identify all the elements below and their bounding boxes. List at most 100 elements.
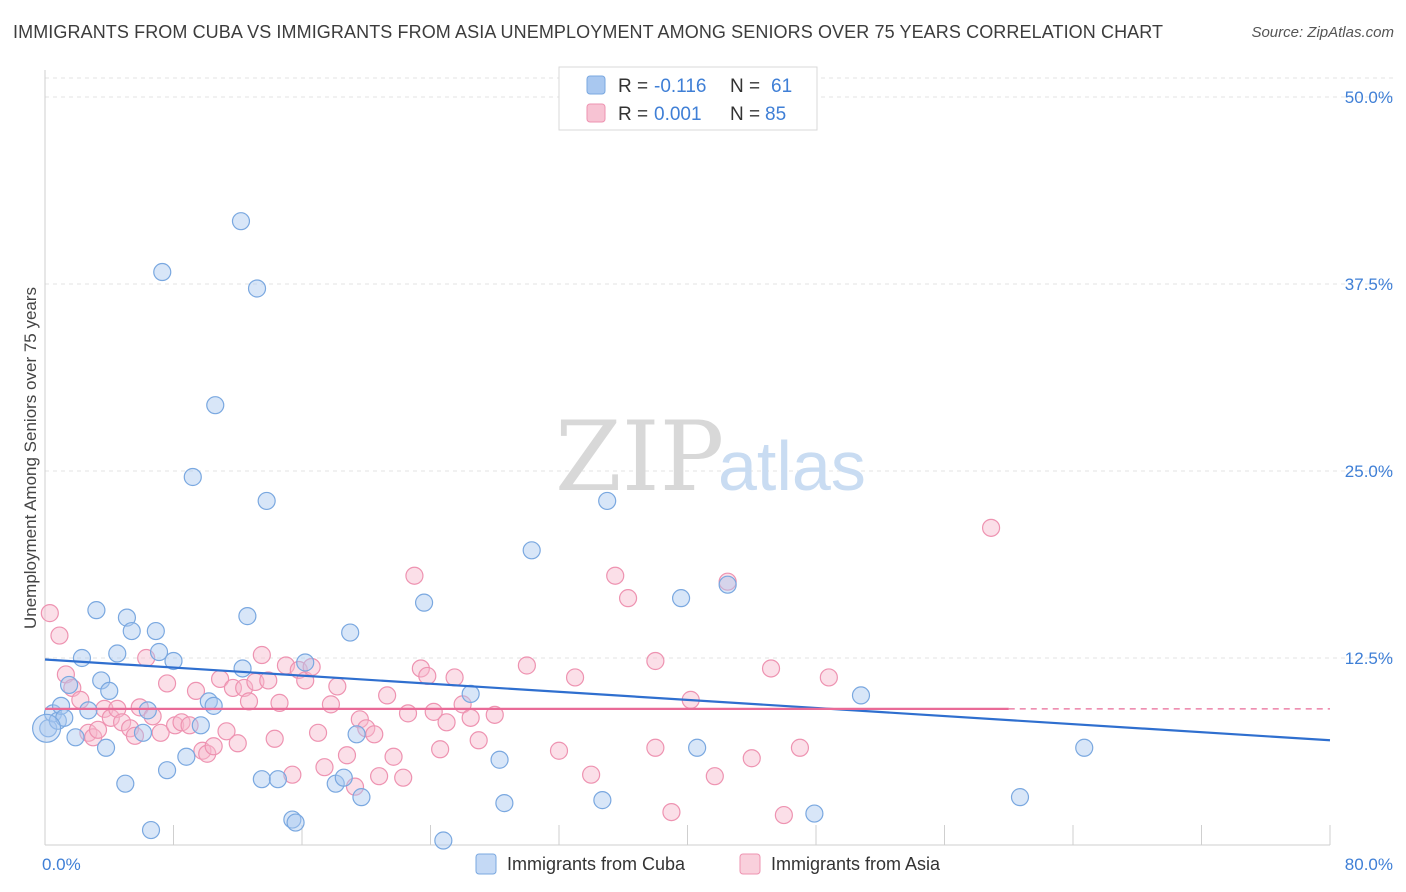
bottom-legend-swatch-asia xyxy=(739,853,761,875)
point-cuba-8 xyxy=(79,701,98,720)
point-cuba-20 xyxy=(146,621,165,641)
point-cuba-29 xyxy=(204,696,223,715)
point-cuba-36 xyxy=(257,491,276,511)
point-cuba-40 xyxy=(296,653,315,672)
point-asia-61 xyxy=(437,713,456,732)
legend-swatch-cuba xyxy=(586,75,606,95)
point-cuba-3 xyxy=(51,696,71,715)
point-cuba-43 xyxy=(341,623,360,642)
point-asia-71 xyxy=(606,566,625,585)
legend-r-label-asia: R = xyxy=(618,104,648,125)
point-asia-30 xyxy=(235,678,254,698)
point-asia-29 xyxy=(228,734,247,753)
point-asia-31 xyxy=(239,692,259,711)
point-asia-69 xyxy=(565,668,585,687)
point-cuba-27 xyxy=(191,716,210,735)
point-asia-68 xyxy=(549,741,569,760)
point-asia-43 xyxy=(315,758,334,777)
y-tick-labels: 12.5% 25.0% 37.5% 50.0% xyxy=(1345,88,1393,668)
point-asia-66 xyxy=(485,705,504,724)
series-asia-points xyxy=(40,518,1001,825)
point-cuba-38 xyxy=(283,810,302,829)
legend-r-value-asia: 0.001 xyxy=(654,104,702,125)
point-cuba-19 xyxy=(141,820,161,840)
point-asia-79 xyxy=(774,805,793,825)
point-cuba-58 xyxy=(851,686,871,705)
point-asia-18 xyxy=(157,674,177,693)
point-asia-48 xyxy=(350,710,369,729)
point-cuba-50 xyxy=(495,794,514,813)
point-asia-45 xyxy=(328,677,347,696)
point-cuba-52 xyxy=(593,791,612,810)
point-asia-60 xyxy=(431,740,450,759)
point-asia-36 xyxy=(270,693,289,712)
point-asia-58 xyxy=(418,666,437,686)
point-asia-52 xyxy=(378,686,397,705)
point-asia-82 xyxy=(981,518,1001,537)
point-cuba-56 xyxy=(718,575,737,594)
point-asia-83 xyxy=(646,738,665,757)
point-asia-64 xyxy=(461,708,480,727)
point-asia-25 xyxy=(204,737,223,756)
point-cuba-9 xyxy=(87,601,106,620)
x-tick-label-0: 0.0% xyxy=(42,855,81,874)
legend-r-value-cuba: -0.116 xyxy=(654,76,706,97)
point-cuba-59 xyxy=(1010,788,1030,807)
point-asia-81 xyxy=(819,668,838,687)
point-asia-0 xyxy=(40,604,59,623)
point-asia-65 xyxy=(469,731,488,750)
point-cuba-57 xyxy=(805,804,824,823)
point-cuba-34 xyxy=(247,279,267,298)
point-cuba-32 xyxy=(233,659,252,678)
watermark-zip: ZIP xyxy=(555,401,724,513)
point-cuba-42 xyxy=(334,768,353,787)
y-tick-label-1: 25.0% xyxy=(1345,462,1393,481)
point-asia-1 xyxy=(50,626,69,645)
series-legend: Immigrants from Cuba Immigrants from Asi… xyxy=(475,853,941,875)
point-cuba-21 xyxy=(149,642,169,662)
legend-swatch-asia xyxy=(586,103,606,123)
point-cuba-46 xyxy=(414,593,434,612)
point-cuba-55 xyxy=(688,738,707,757)
bottom-legend-swatch-cuba xyxy=(475,853,497,875)
watermark: ZIP atlas xyxy=(555,401,866,513)
source-credit: Source: ZipAtlas.com xyxy=(1251,24,1394,41)
point-asia-67 xyxy=(517,656,536,675)
point-asia-74 xyxy=(662,802,681,822)
point-asia-62 xyxy=(445,668,464,687)
point-asia-33 xyxy=(252,645,271,665)
legend-n-label-asia: N = xyxy=(730,104,760,125)
series-cuba-points xyxy=(32,212,1094,850)
gridlines xyxy=(45,77,1395,659)
y-tick-label-0: 12.5% xyxy=(1345,649,1393,668)
point-cuba-11 xyxy=(96,738,116,757)
point-asia-44 xyxy=(321,695,341,714)
correlation-legend: R = -0.116 N = 61 R = 0.001 N = 85 xyxy=(558,66,818,131)
point-cuba-31 xyxy=(231,212,251,231)
point-cuba-25 xyxy=(177,747,196,766)
point-asia-84 xyxy=(705,767,724,786)
legend-n-value-cuba: 61 xyxy=(771,76,792,97)
point-cuba-47 xyxy=(434,831,453,850)
point-asia-7 xyxy=(88,720,108,739)
point-asia-22 xyxy=(186,681,206,701)
point-asia-35 xyxy=(265,729,284,748)
point-cuba-51 xyxy=(522,541,541,560)
point-cuba-54 xyxy=(671,589,691,608)
point-asia-59 xyxy=(424,702,443,721)
point-cuba-15 xyxy=(117,608,137,627)
point-asia-23 xyxy=(193,741,212,760)
point-cuba-cluster xyxy=(32,713,62,743)
y-tick-label-2: 37.5% xyxy=(1345,275,1393,294)
point-cuba-13 xyxy=(108,644,127,663)
chart-title: IMMIGRANTS FROM CUBA VS IMMIGRANTS FROM … xyxy=(13,22,1164,42)
point-cuba-45 xyxy=(352,788,371,807)
point-asia-54 xyxy=(394,768,413,787)
point-asia-78 xyxy=(761,659,781,678)
point-cuba-53 xyxy=(598,491,617,511)
point-cuba-26 xyxy=(183,467,202,487)
point-cuba-37 xyxy=(268,770,288,789)
point-cuba-16 xyxy=(122,621,141,641)
point-cuba-44 xyxy=(347,725,366,744)
